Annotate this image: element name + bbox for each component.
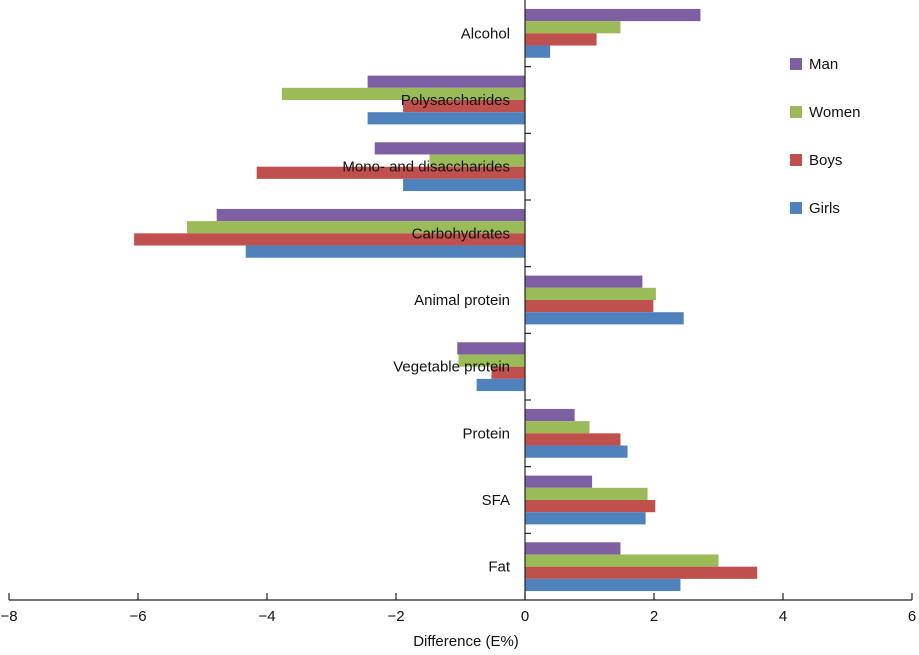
bar-women-protein [525,421,590,434]
x-tick-label: 2 [650,608,658,625]
bar-boys-vegetable-protein [491,366,525,379]
bars-layer [134,8,758,592]
bar-women-carbohydrates [187,221,525,234]
bar-boys-polysaccharides [403,100,525,113]
bar-girls-fat [525,578,681,592]
legend-label-man: Man [809,56,838,73]
bar-boys-carbohydrates [134,233,525,246]
legend-swatch-boys [790,154,802,166]
bar-girls-vegetable-protein [476,378,525,392]
bar-man-alcohol [525,8,701,22]
legend-label-women: Women [809,104,860,121]
category-label: Mono- and disaccharides [342,159,510,176]
category-label: Animal protein [414,292,510,309]
bar-women-alcohol [525,21,621,34]
bar-girls-polysaccharides [367,112,525,125]
bar-man-animal-protein [525,275,643,288]
axes-layer: −8 −6 −4 −2 0 2 4 6 [0,0,916,625]
category-labels: Alcohol Polysaccharides Mono- and disaccha… [342,25,510,575]
x-tick-label: 4 [779,608,787,625]
bar-boys-alcohol [525,33,597,46]
category-label: Alcohol [461,25,510,42]
legend-label-girls: Girls [809,200,840,217]
bar-man-carbohydrates [216,208,525,222]
bar-women-vegetable-protein [458,354,525,367]
bar-girls-protein [525,445,628,458]
x-axis-title: Difference (E%) [413,633,519,650]
category-label: Fat [488,559,511,576]
x-tick-label: −4 [258,608,275,625]
category-label: Polysaccharides [401,92,510,109]
bar-man-vegetable-protein [457,342,525,355]
bar-man-polysaccharides [367,75,525,88]
bar-women-animal-protein [525,287,656,300]
bar-boys-fat [525,566,758,579]
bar-boys-sfa [525,500,656,513]
legend-label-boys: Boys [809,152,842,169]
bar-girls-carbohydrates [245,245,525,258]
bar-boys-mono-and-disaccharides [256,166,525,179]
bar-man-protein [525,408,575,422]
bar-girls-alcohol [525,45,551,58]
bar-man-fat [525,542,621,555]
x-tick-label: −6 [129,608,146,625]
category-label: Protein [462,425,510,442]
bar-man-sfa [525,475,593,488]
category-label: Carbohydrates [412,225,510,242]
x-tick-label: −2 [387,608,404,625]
bar-girls-sfa [525,512,646,525]
legend-swatch-man [790,58,802,70]
bar-boys-protein [525,433,621,446]
bar-girls-mono-and-disaccharides [403,178,525,192]
bar-man-mono-and-disaccharides [374,142,525,155]
x-tick-label: 0 [521,608,529,625]
bar-women-fat [525,554,719,567]
bar-boys-animal-protein [525,300,654,313]
legend-swatch-girls [790,202,802,214]
x-tick-label: −8 [0,608,17,625]
category-label: Vegetable protein [393,359,510,376]
bar-women-mono-and-disaccharides [429,154,525,167]
bar-girls-animal-protein [525,312,684,325]
category-label: SFA [482,492,510,509]
bar-women-polysaccharides [281,87,525,100]
legend-swatch-women [790,106,802,118]
legend: Man Women Boys Girls [790,56,860,217]
x-tick-label: 6 [908,608,916,625]
bar-women-sfa [525,487,648,500]
